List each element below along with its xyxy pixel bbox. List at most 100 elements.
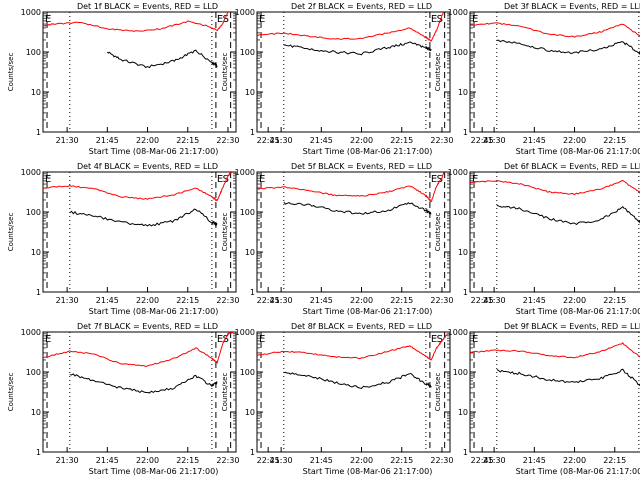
y-tick-label: 10 [245, 88, 255, 97]
x-tick-label: 21:30 [270, 136, 293, 145]
y-axis-label: Counts/sec [7, 373, 15, 412]
x-tick-label: 22:15 [390, 136, 413, 145]
x-tick-label: 22:15 [603, 136, 626, 145]
y-tick-label: 1 [463, 128, 468, 137]
x-tick-label: 22:45 [471, 136, 494, 145]
lld-series-line [257, 333, 448, 361]
x-axis-label: Start Time (08-Mar-06 21:17:00) [516, 307, 640, 316]
events-series-line [496, 204, 640, 226]
y-axis-label: Counts/sec [221, 373, 229, 412]
lld-series-line [470, 179, 640, 196]
x-tick-label: 21:45 [310, 136, 333, 145]
plot-frame [42, 171, 237, 293]
marker-label-e: E [431, 334, 437, 345]
y-tick-label: 1 [250, 128, 255, 137]
lld-series-line [470, 22, 640, 38]
y-tick-label: 100 [240, 48, 255, 57]
events-series-line [283, 41, 432, 56]
panel-title: Det 5f BLACK = Events, RED = LLD [291, 162, 432, 171]
panel-det-1: Det 1f BLACK = Events, RED = LLD 1 10 100 10… [7, 2, 280, 156]
x-tick-label: 21:30 [483, 296, 506, 305]
y-tick-label: 10 [245, 408, 255, 417]
y-tick-label: 1 [36, 448, 41, 457]
y-tick-label: 100 [26, 368, 41, 377]
x-tick-label: 22:45 [471, 296, 494, 305]
y-tick-label: 1000 [235, 8, 255, 17]
x-tick-label: 21:45 [96, 456, 119, 465]
x-tick-label: 21:30 [483, 136, 506, 145]
x-axis-label: Start Time (08-Mar-06 21:17:00) [516, 467, 640, 476]
x-tick-label: 21:45 [96, 136, 119, 145]
events-series-line [496, 39, 640, 56]
plot-frame [256, 171, 451, 293]
events-series-line [106, 49, 218, 69]
x-tick-label: 21:45 [96, 296, 119, 305]
x-tick-label: 22:15 [603, 456, 626, 465]
y-tick-label: 1 [36, 288, 41, 297]
events-series-line [496, 368, 640, 387]
x-tick-label: 22:30 [430, 456, 453, 465]
panel-title: Det 3f BLACK = Events, RED = LLD [504, 2, 640, 11]
y-tick-label: 100 [453, 208, 468, 217]
y-axis-label: Counts/sec [434, 373, 442, 412]
events-series-line [69, 373, 218, 394]
x-axis-label: Start Time (08-Mar-06 21:17:00) [303, 307, 433, 316]
events-series-line [283, 201, 432, 215]
y-tick-label: 10 [458, 408, 468, 417]
x-tick-label: 21:45 [523, 136, 546, 145]
y-axis-label: Counts/sec [7, 213, 15, 252]
x-tick-label: 22:30 [216, 456, 239, 465]
x-tick-label: 22:00 [563, 136, 586, 145]
x-tick-label: 21:45 [523, 296, 546, 305]
plot-frame [42, 11, 237, 133]
y-axis-label: Counts/sec [221, 53, 229, 92]
x-tick-label: 21:30 [56, 456, 79, 465]
marker-label-e: E [45, 174, 51, 185]
marker-label-e: E [472, 14, 478, 25]
marker-label-s: S [223, 334, 229, 345]
x-tick-label: 22:30 [216, 296, 239, 305]
plot-frame [256, 11, 451, 133]
y-axis-label: Counts/sec [434, 213, 442, 252]
lld-series-line [43, 12, 230, 32]
x-tick-label: 22:00 [136, 456, 159, 465]
lld-series-line [470, 342, 640, 359]
marker-label-e: E [217, 334, 223, 345]
x-tick-label: 22:45 [257, 296, 280, 305]
panel-title: Det 1f BLACK = Events, RED = LLD [77, 2, 218, 11]
x-tick-label: 22:15 [176, 456, 199, 465]
marker-label-e: E [45, 334, 51, 345]
y-tick-label: 1000 [448, 8, 468, 17]
events-series-line [283, 371, 432, 390]
panel-title: Det 8f BLACK = Events, RED = LLD [291, 322, 432, 331]
x-axis-label: Start Time (08-Mar-06 21:17:00) [89, 307, 219, 316]
marker-label-e: E [431, 174, 437, 185]
y-tick-label: 10 [31, 88, 41, 97]
x-tick-label: 22:15 [603, 296, 626, 305]
panel-det-3: Det 3f BLACK = Events, RED = LLD 1 10 100 10… [434, 2, 640, 156]
x-axis-label: Start Time (08-Mar-06 21:17:00) [303, 147, 433, 156]
x-tick-label: 22:00 [350, 456, 373, 465]
x-axis-label: Start Time (08-Mar-06 21:17:00) [89, 147, 219, 156]
marker-label-s: S [437, 174, 443, 185]
x-tick-label: 21:30 [270, 456, 293, 465]
panel-det-2: Det 2f BLACK = Events, RED = LLD 1 10 100 10… [221, 2, 494, 156]
lld-series-line [257, 12, 445, 42]
panel-det-9: Det 9f BLACK = Events, RED = LLD 1 10 100 10… [434, 322, 640, 476]
panel-title: Det 7f BLACK = Events, RED = LLD [77, 322, 218, 331]
x-tick-label: 22:00 [136, 296, 159, 305]
panel-title: Det 6f BLACK = Events, RED = LLD [504, 162, 640, 171]
y-tick-label: 1000 [21, 8, 41, 17]
x-tick-label: 22:00 [563, 456, 586, 465]
y-tick-label: 100 [240, 368, 255, 377]
panel-det-8: Det 8f BLACK = Events, RED = LLD 1 10 100 10… [221, 322, 494, 476]
panel-title: Det 4f BLACK = Events, RED = LLD [77, 162, 218, 171]
marker-label-e: E [472, 334, 478, 345]
y-tick-label: 10 [458, 248, 468, 257]
plot-frame [469, 171, 640, 293]
y-tick-label: 1000 [235, 168, 255, 177]
marker-label-e: E [217, 174, 223, 185]
y-tick-label: 1000 [448, 328, 468, 337]
y-tick-label: 10 [31, 248, 41, 257]
plot-frame [469, 331, 640, 453]
